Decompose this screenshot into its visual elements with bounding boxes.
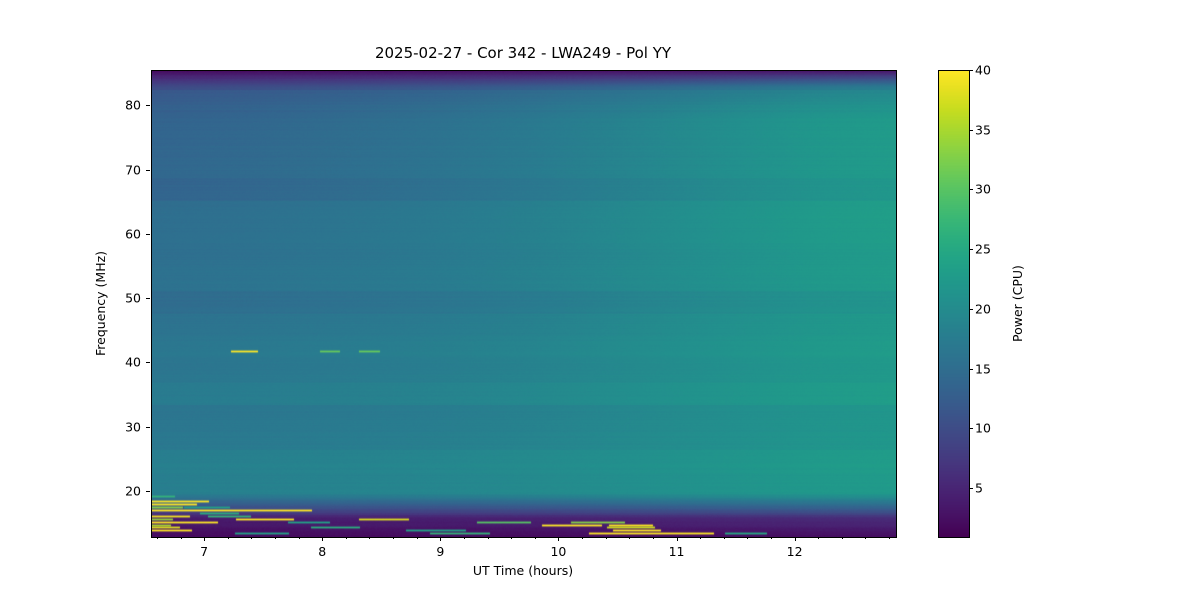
x-axis-minor-tick [889, 537, 891, 540]
x-axis-minor-tick [180, 537, 182, 540]
x-axis-minor-tick [156, 537, 158, 540]
x-axis-minor-tick [345, 537, 347, 540]
x-axis-minor-tick [771, 537, 772, 540]
plot-title: 2025-02-27 - Cor 342 - LWA249 - Pol YY [374, 44, 672, 62]
colorbar-tick [969, 368, 973, 370]
y-axis-label: Frequency (MHz) [93, 250, 108, 356]
x-axis-tick-label: 8 [318, 544, 327, 559]
x-axis-minor-tick [487, 537, 489, 540]
y-axis-tick-label: 50 [125, 290, 141, 306]
x-axis-minor-tick [251, 537, 253, 540]
y-axis-tick [146, 169, 150, 171]
spectrogram-image [152, 71, 896, 537]
x-axis-minor-tick [369, 537, 371, 540]
spectrogram-canvas [152, 71, 896, 537]
x-axis-minor-tick [841, 537, 843, 540]
x-axis-label: UT Time (hours) [472, 563, 574, 578]
x-axis-tick [558, 537, 560, 541]
colorbar-tick-label: 25 [975, 241, 991, 257]
y-axis-tick [146, 105, 150, 107]
x-axis-tick-label: 11 [668, 544, 685, 559]
x-axis-minor-tick [582, 537, 584, 540]
x-axis-tick-label: 10 [550, 544, 567, 559]
x-axis-tick [322, 537, 324, 541]
x-axis-minor-tick [865, 537, 867, 540]
x-axis-minor-tick [700, 537, 702, 540]
x-axis-tick-label: 7 [200, 544, 209, 559]
x-axis-minor-tick [747, 537, 749, 540]
x-axis-minor-tick [629, 537, 631, 540]
x-axis-minor-tick [652, 537, 654, 540]
x-axis-tick-label: 12 [786, 544, 803, 559]
colorbar-tick [969, 70, 973, 71]
colorbar-tick [969, 249, 973, 251]
x-axis-minor-tick [463, 537, 465, 540]
colorbar-label: Power (CPU) [1010, 264, 1025, 342]
colorbar-tick-label: 35 [975, 122, 991, 138]
x-axis-minor-tick [275, 537, 276, 540]
colorbar-tick-label: 10 [975, 420, 991, 436]
y-axis-tick-label: 80 [125, 97, 141, 113]
y-axis-tick-label: 60 [125, 226, 141, 242]
x-axis-minor-tick [227, 537, 229, 540]
y-axis-tick-label: 20 [125, 483, 141, 499]
y-axis-tick [146, 362, 150, 364]
x-axis-minor-tick [298, 537, 300, 540]
y-axis-tick-label: 70 [125, 162, 141, 178]
colorbar-tick [969, 189, 973, 191]
y-axis-tick [146, 426, 150, 428]
x-axis-tick [440, 537, 442, 541]
spectrogram-axes [151, 70, 897, 538]
x-axis-tick [204, 537, 206, 541]
x-axis-minor-tick [723, 537, 725, 540]
colorbar-tick-label: 30 [975, 181, 991, 197]
x-axis-minor-tick [534, 537, 536, 540]
y-axis-tick [146, 233, 150, 235]
colorbar-tick [969, 488, 973, 490]
colorbar-tick-label: 15 [975, 361, 991, 377]
x-axis-minor-tick [511, 537, 513, 540]
colorbar [938, 70, 970, 538]
colorbar-tick [969, 428, 973, 430]
x-axis-tick-label: 9 [436, 544, 445, 559]
colorbar-tick [969, 129, 973, 131]
x-axis-tick [676, 537, 678, 541]
x-axis-minor-tick [605, 537, 607, 540]
colorbar-gradient [939, 71, 969, 537]
colorbar-tick-label: 20 [975, 301, 991, 317]
y-axis-tick [146, 491, 150, 492]
colorbar-tick-label: 40 [975, 62, 991, 78]
y-axis-tick [146, 298, 150, 300]
colorbar-tick-label: 5 [975, 480, 983, 496]
y-axis-tick-label: 40 [125, 354, 141, 370]
x-axis-tick [794, 537, 796, 541]
y-axis-tick-label: 30 [125, 419, 141, 435]
x-axis-minor-tick [393, 537, 395, 540]
x-axis-minor-tick [416, 537, 418, 540]
x-axis-minor-tick [818, 537, 820, 540]
colorbar-tick [969, 308, 973, 310]
